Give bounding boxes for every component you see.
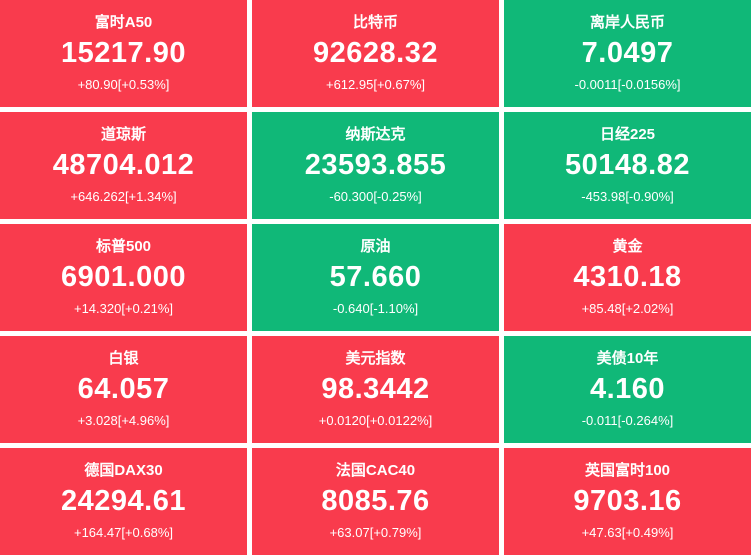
market-tile-gold[interactable]: 黄金 4310.18 +85.48[+2.02%] <box>504 224 751 331</box>
market-tile-us-10y-treasury[interactable]: 美债10年 4.160 -0.011[-0.264%] <box>504 336 751 443</box>
instrument-price: 9703.16 <box>573 485 682 518</box>
instrument-change: +3.028[+4.96%] <box>77 412 170 428</box>
instrument-name: 离岸人民币 <box>589 14 665 32</box>
instrument-price: 4.160 <box>589 373 666 406</box>
market-tile-dow-jones[interactable]: 道琼斯 48704.012 +646.262[+1.34%] <box>0 112 247 219</box>
instrument-change: -60.300[-0.25%] <box>329 188 422 204</box>
instrument-price: 7.0497 <box>581 37 674 70</box>
instrument-change: +80.90[+0.53%] <box>77 76 170 92</box>
instrument-price: 50148.82 <box>565 149 690 182</box>
market-tile-offshore-rmb[interactable]: 离岸人民币 7.0497 -0.0011[-0.0156%] <box>504 0 751 107</box>
instrument-price: 57.660 <box>329 261 422 294</box>
instrument-change: +0.0120[+0.0122%] <box>318 412 433 428</box>
instrument-price: 24294.61 <box>61 485 186 518</box>
instrument-name: 纳斯达克 <box>345 126 406 144</box>
instrument-name: 美元指数 <box>345 350 406 368</box>
instrument-price: 64.057 <box>77 373 170 406</box>
instrument-name: 比特币 <box>352 14 398 32</box>
instrument-price: 8085.76 <box>321 485 430 518</box>
instrument-name: 美债10年 <box>596 350 659 368</box>
instrument-change: +612.95[+0.67%] <box>325 76 426 92</box>
instrument-name: 黄金 <box>612 238 643 256</box>
instrument-price: 4310.18 <box>573 261 682 294</box>
market-tile-silver[interactable]: 白银 64.057 +3.028[+4.96%] <box>0 336 247 443</box>
instrument-change: +164.47[+0.68%] <box>73 524 174 540</box>
market-tile-crude-oil[interactable]: 原油 57.660 -0.640[-1.10%] <box>252 224 499 331</box>
instrument-change: +63.07[+0.79%] <box>329 524 422 540</box>
market-tile-ftse-a50[interactable]: 富时A50 15217.90 +80.90[+0.53%] <box>0 0 247 107</box>
market-tile-sp500[interactable]: 标普500 6901.000 +14.320[+0.21%] <box>0 224 247 331</box>
instrument-change: +85.48[+2.02%] <box>581 300 674 316</box>
market-tile-ftse-100[interactable]: 英国富时100 9703.16 +47.63[+0.49%] <box>504 448 751 555</box>
instrument-change: +646.262[+1.34%] <box>70 188 177 204</box>
instrument-price: 92628.32 <box>313 37 438 70</box>
instrument-name: 富时A50 <box>94 14 153 32</box>
instrument-name: 道琼斯 <box>100 126 146 144</box>
market-tile-nasdaq[interactable]: 纳斯达克 23593.855 -60.300[-0.25%] <box>252 112 499 219</box>
instrument-price: 98.3442 <box>321 373 430 406</box>
instrument-name: 德国DAX30 <box>84 462 163 480</box>
instrument-name: 白银 <box>108 350 139 368</box>
instrument-price: 48704.012 <box>52 149 195 182</box>
instrument-name: 法国CAC40 <box>335 462 416 480</box>
market-tile-nikkei-225[interactable]: 日经225 50148.82 -453.98[-0.90%] <box>504 112 751 219</box>
instrument-change: -0.0011[-0.0156%] <box>574 76 681 92</box>
instrument-name: 日经225 <box>599 126 656 144</box>
instrument-price: 23593.855 <box>304 149 447 182</box>
instrument-name: 标普500 <box>95 238 152 256</box>
market-tile-bitcoin[interactable]: 比特币 92628.32 +612.95[+0.67%] <box>252 0 499 107</box>
instrument-change: -0.640[-1.10%] <box>332 300 419 316</box>
instrument-change: +47.63[+0.49%] <box>581 524 674 540</box>
market-tile-dax30[interactable]: 德国DAX30 24294.61 +164.47[+0.68%] <box>0 448 247 555</box>
instrument-change: -453.98[-0.90%] <box>581 188 674 204</box>
instrument-change: +14.320[+0.21%] <box>73 300 174 316</box>
instrument-name: 原油 <box>360 238 391 256</box>
instrument-price: 15217.90 <box>61 37 186 70</box>
market-tile-usd-index[interactable]: 美元指数 98.3442 +0.0120[+0.0122%] <box>252 336 499 443</box>
instrument-change: -0.011[-0.264%] <box>581 412 674 428</box>
instrument-price: 6901.000 <box>61 261 186 294</box>
market-tile-cac40[interactable]: 法国CAC40 8085.76 +63.07[+0.79%] <box>252 448 499 555</box>
instrument-name: 英国富时100 <box>584 462 671 480</box>
